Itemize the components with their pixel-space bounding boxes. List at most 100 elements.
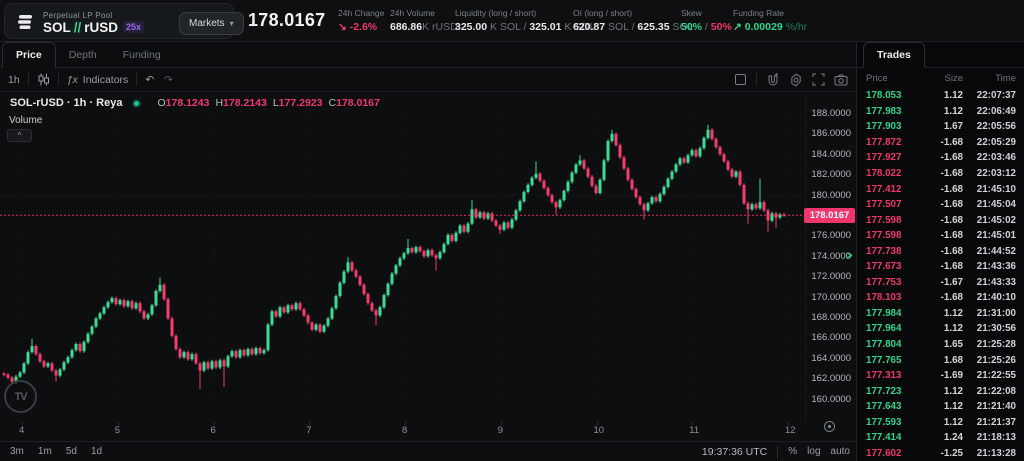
time-tick: 7 [306, 425, 312, 436]
trades-panel: Trades Price Size Time 178.053 1.12 22:07:… [856, 42, 1024, 461]
time-tick: 5 [114, 425, 121, 436]
volume-collapse-button[interactable]: ^ [7, 129, 32, 142]
fullscreen-icon[interactable] [812, 73, 825, 86]
trade-row: 177.984 1.12 21:31:00 [866, 307, 1016, 319]
volume-label: Volume [9, 115, 43, 126]
symbol-quote: rUSD [84, 20, 119, 35]
trade-row: 178.053 1.12 22:07:37 [866, 90, 1016, 102]
candle-style-button[interactable] [29, 73, 58, 86]
range-1m[interactable]: 1m [37, 446, 52, 457]
utc-clock[interactable]: 19:37:36 UTC [701, 445, 768, 458]
trade-row: 177.643 1.12 21:21:40 [866, 401, 1016, 413]
trade-row: 177.673 -1.68 21:43:36 [866, 261, 1016, 273]
trade-row: 178.022 -1.68 22:03:12 [866, 168, 1016, 179]
trade-row: 177.753 -1.67 21:43:33 [866, 276, 1016, 288]
pool-label: Perpetual LP Pool [43, 11, 113, 20]
camera-icon[interactable] [834, 74, 848, 86]
tradingview-logo[interactable]: TV [4, 380, 37, 413]
price-tick: 174.0000 [811, 250, 851, 262]
candlestick-chart[interactable] [0, 92, 805, 422]
chevron-down-icon: ▾ [229, 19, 234, 28]
range-1d[interactable]: 1d [90, 446, 103, 457]
symbol-separator: // [73, 20, 82, 35]
trade-row: 178.103 -1.68 21:40:10 [866, 292, 1016, 304]
settings-icon[interactable] [789, 73, 803, 87]
price-tick: 180.0000 [811, 189, 851, 201]
trade-row: 177.765 1.68 21:25:26 [866, 354, 1016, 366]
range-3m[interactable]: 3m [10, 446, 24, 457]
market-stats: 24h Change ↘ -2.6% 24h Volume 686.86K rUSD L… [0, 0, 856, 42]
indicators-button[interactable]: ƒx Indicators [66, 73, 129, 86]
chart-toolbar: 1h ƒx Indicators ↶ ↷ [0, 68, 856, 92]
toolbar-divider [756, 73, 757, 86]
price-axis[interactable]: 188.0000 186.0000 184.0000 182.0000 180.0000… [805, 92, 856, 422]
scale-%[interactable]: % [788, 446, 798, 457]
symbol-base: SOL [43, 20, 71, 35]
toolbar-divider [136, 73, 138, 86]
tab-trades[interactable]: Trades [863, 42, 925, 68]
markets-button[interactable]: Markets ▾ [179, 12, 244, 35]
col-time: Time [995, 72, 1016, 84]
time-tick: 4 [19, 425, 25, 436]
trade-row: 177.964 1.12 21:30:56 [866, 323, 1016, 335]
scale-buttons: % log auto [788, 446, 850, 457]
bottom-divider [777, 445, 779, 458]
leverage-badge: 25x [123, 21, 145, 33]
price-tick: 162.0000 [811, 373, 851, 385]
range-buttons: 3m 1m 5d 1d [0, 446, 102, 457]
trade-row: 177.313 -1.69 21:22:55 [866, 370, 1016, 382]
scale-log[interactable]: log [807, 446, 821, 457]
time-tick: 11 [689, 425, 700, 436]
price-tick: 168.0000 [811, 311, 851, 323]
trade-row: 177.872 -1.68 22:05:29 [866, 136, 1016, 148]
last-price: 178.0167 [248, 10, 326, 30]
price-tick: 176.0000 [811, 230, 851, 242]
time-tick: 10 [593, 425, 605, 436]
tab-funding[interactable]: Funding [122, 48, 161, 61]
col-price: Price [866, 72, 888, 84]
trade-row: 177.598 -1.68 21:45:02 [866, 214, 1016, 226]
trade-row: 177.983 1.12 22:06:49 [866, 105, 1016, 117]
price-tick: 182.0000 [811, 169, 851, 181]
current-price-badge: 178.0167 [804, 208, 855, 223]
redo-button[interactable]: ↷ [164, 73, 173, 86]
trade-row: 177.927 -1.68 22:03:46 [866, 152, 1016, 164]
time-tick: 8 [402, 425, 408, 436]
chart-bottom-bar: 3m 1m 5d 1d 19:37:36 UTC % log auto [0, 441, 856, 461]
chart-area[interactable]: SOL-rUSD · 1h · Reya O178.1243 H178.2143 L… [0, 92, 856, 461]
trade-row: 177.507 -1.68 21:45:04 [866, 199, 1016, 211]
chart-tabs: Price Depth Funding [0, 42, 856, 68]
symbol-card: Perpetual LP Pool SOL//rUSD 25x Markets ▾ [4, 3, 244, 39]
interval-button[interactable]: 1h [8, 73, 20, 86]
magnet-icon[interactable] [766, 72, 780, 87]
pane-maximize-icon[interactable] [734, 73, 747, 86]
toolbar-divider [27, 73, 29, 86]
scale-auto[interactable]: auto [830, 446, 850, 457]
price-tick: 170.0000 [811, 291, 851, 303]
tab-depth[interactable]: Depth [68, 48, 97, 61]
trade-row: 177.804 1.65 21:25:28 [866, 339, 1016, 351]
trades-header: Price Size Time [857, 68, 1024, 88]
price-tick: 160.0000 [811, 393, 851, 405]
trade-row: 177.598 -1.68 21:45:01 [866, 230, 1016, 242]
price-tick: 188.0000 [811, 107, 851, 119]
price-tick: 184.0000 [811, 148, 851, 160]
trade-row: 177.738 -1.68 21:44:52 [866, 245, 1016, 257]
price-tick: 172.0000 [811, 271, 851, 283]
time-axis[interactable]: 4 5 6 7 8 9 10 11 12 [0, 422, 805, 440]
undo-button[interactable]: ↶ [145, 73, 155, 86]
stat: Liquidity (long / short) 325.00 K SOL / 3… [455, 8, 596, 33]
reya-logo-icon [18, 15, 32, 29]
collapse-panel-handle[interactable]: > [846, 250, 853, 262]
trade-row: 177.412 -1.68 21:45:10 [866, 183, 1016, 195]
time-tick: 9 [497, 425, 504, 436]
market-status-dot[interactable] [132, 98, 142, 108]
tab-price[interactable]: Price [2, 42, 56, 68]
range-5d[interactable]: 5d [65, 446, 77, 457]
stat: OI (long / short) 620.87 SOL / 625.35 SOL [573, 8, 694, 33]
axis-settings-icon[interactable] [822, 419, 837, 434]
col-size: Size [944, 72, 963, 84]
trades-tabs: Trades [857, 42, 1024, 68]
stat: Funding Rate ↗ 0.00029 %/hr [733, 8, 808, 33]
